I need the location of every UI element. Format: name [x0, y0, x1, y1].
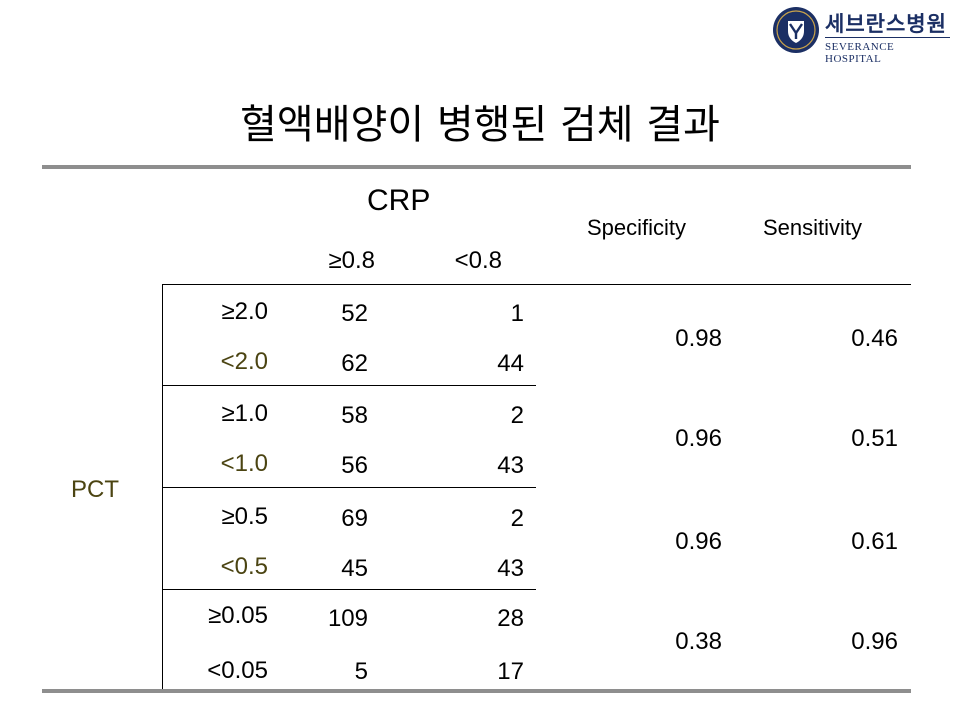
crp-low-count: 2: [510, 402, 524, 429]
pct-column-divider: [162, 284, 163, 689]
pct-threshold: <0.05: [207, 657, 268, 684]
sensitivity-header: Sensitivity: [763, 215, 863, 240]
sensitivity-value: 0.51: [851, 425, 898, 452]
group-separator: [162, 487, 536, 488]
hospital-name-en: SEVERANCE HOSPITAL: [825, 41, 895, 65]
crp-high-count: 52: [341, 300, 368, 327]
page-title: 혈액배양이 병행된 검체 결과: [240, 102, 720, 148]
hospital-logo: 세브란스병원 SEVERANCE HOSPITAL: [772, 4, 952, 68]
crp-high-count: 5: [354, 658, 368, 685]
sensitivity-value: 0.61: [851, 528, 898, 555]
crp-high-count: 45: [341, 555, 368, 582]
logo-divider: [825, 37, 950, 38]
specificity-header: Specificity: [587, 215, 687, 240]
sensitivity-value: 0.96: [851, 628, 898, 655]
pct-threshold: ≥0.05: [208, 602, 268, 629]
crp-high-count: 109: [327, 605, 368, 632]
pct-threshold: ≥1.0: [221, 400, 268, 427]
group-separator: [162, 589, 536, 590]
crp-high-count: 56: [341, 452, 368, 479]
specificity-value: 0.38: [675, 628, 722, 655]
hospital-emblem-icon: [773, 7, 819, 53]
crp-high-count: 58: [341, 402, 368, 429]
group-separator: [162, 385, 536, 386]
specificity-value: 0.98: [675, 325, 722, 352]
crp-low-count: 1: [510, 300, 524, 327]
pct-threshold: ≥0.5: [221, 503, 268, 530]
crp-low-count: 2: [510, 505, 524, 532]
sensitivity-value: 0.46: [851, 325, 898, 352]
crp-low-count: 28: [497, 605, 524, 632]
hospital-name-ko: 세브란스병원: [825, 12, 947, 36]
crp-high-count: 62: [341, 350, 368, 377]
table-bottom-rule: [42, 689, 911, 693]
pct-label: PCT: [71, 476, 119, 503]
crp-low-count: 43: [497, 452, 524, 479]
crp-low-count: 43: [497, 555, 524, 582]
pct-threshold: ≥2.0: [221, 298, 268, 325]
specificity-value: 0.96: [675, 528, 722, 555]
pct-threshold: <2.0: [220, 348, 268, 375]
table-top-rule: [42, 165, 911, 169]
pct-threshold: <1.0: [220, 450, 268, 477]
crp-high-count: 69: [341, 505, 368, 532]
crp-low-count: 44: [497, 350, 524, 377]
crp-col-ge-0-8: ≥0.8: [328, 247, 375, 274]
specificity-value: 0.96: [675, 425, 722, 452]
header-separator: [162, 284, 911, 285]
pct-threshold: <0.5: [220, 553, 268, 580]
crp-col-lt-0-8: <0.8: [454, 247, 502, 274]
crp-low-count: 17: [497, 658, 524, 685]
crp-header: CRP: [367, 184, 431, 217]
